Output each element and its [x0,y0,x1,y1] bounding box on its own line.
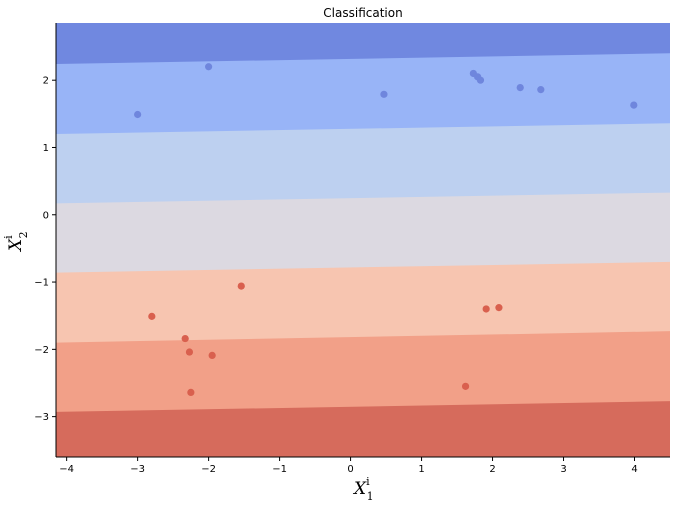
point-s0-7 [537,86,545,94]
data-points [134,63,638,397]
point-s0-6 [516,83,524,92]
x-axis-label: Xi 1 [352,475,374,503]
x-axis-label-sub: 1 [367,490,374,503]
x-axis-label-sup: i [366,475,370,488]
x-tick-label: 1 [418,464,424,475]
y-tick-label: 0 [43,210,49,221]
y-axis-label: Xi 2 [2,231,30,253]
x-tick-label: 2 [489,464,495,475]
decision-regions [56,23,670,457]
point-s1-1 [181,334,189,343]
y-axis-label-main: X [6,238,26,253]
point-s1-7 [482,305,490,313]
x-tick-label: −4 [59,464,74,475]
point-s0-0 [134,110,142,119]
x-axis-label-main: X [352,479,367,499]
y-tick-label: 2 [43,76,49,87]
x-tick-label: 3 [560,464,566,475]
point-s0-5 [476,76,485,84]
y-tick-label: −3 [34,412,49,423]
x-tick-label: −1 [272,464,287,475]
chart-title: Classification [323,6,402,20]
point-s1-6 [461,382,470,390]
point-s1-3 [187,388,195,397]
y-axis-label-sub: 2 [17,231,30,238]
point-s0-1 [205,63,213,71]
point-s0-8 [630,101,638,109]
region-band-6 [56,23,670,65]
x-tick-label: −3 [130,464,145,475]
y-tick-label: −1 [34,278,49,289]
x-ticks: −4 −3 −2 −1 0 1 2 3 4 [59,457,638,475]
y-tick-label: −2 [34,345,49,356]
point-s1-0 [148,312,156,320]
axes-spines [55,23,670,458]
y-tick-label: 1 [43,143,49,154]
point-s1-8 [495,304,503,312]
x-tick-label: −2 [201,464,216,475]
y-axis-label-sup: i [2,235,15,239]
point-s1-5 [237,282,245,290]
x-tick-label: 4 [631,464,637,475]
point-s1-2 [185,348,194,356]
x-tick-label: 0 [347,464,353,475]
point-s0-2 [380,90,388,98]
y-ticks: −3 −2 −1 0 1 2 [34,76,56,423]
point-s1-4 [208,351,216,359]
